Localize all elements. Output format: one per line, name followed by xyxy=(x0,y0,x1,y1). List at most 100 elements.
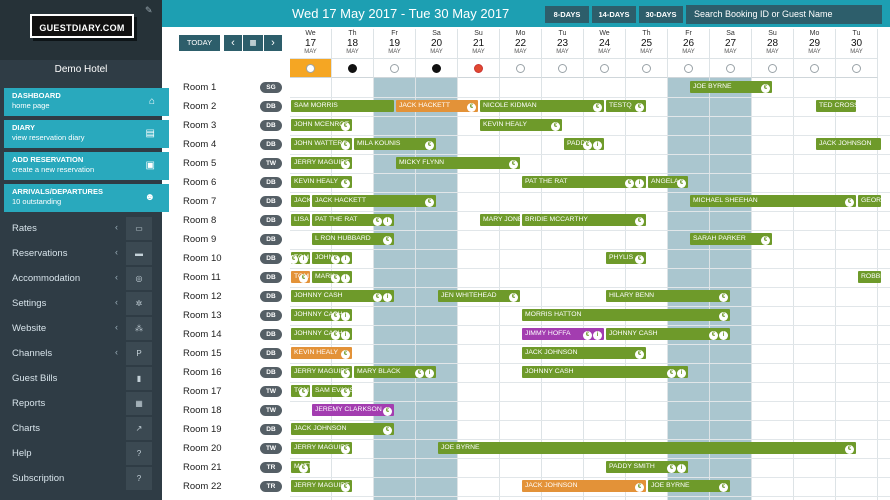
quick-link-add-reservation[interactable]: ADD RESERVATION create a new reservation ▣ xyxy=(4,152,169,180)
booking-bar[interactable]: PAT THE RAT € i xyxy=(522,176,646,188)
booking-bar[interactable]: SARAH PARKER € xyxy=(690,233,772,245)
booking-bar[interactable]: JOHN MCENROE € xyxy=(291,119,352,131)
booking-bar[interactable]: PAT THE RAT € i xyxy=(312,214,394,226)
booking-bar[interactable]: JOE BYRNE € xyxy=(648,480,730,492)
booking-bar[interactable]: KEVIN HEALY € xyxy=(480,119,562,131)
booking-bar[interactable]: JOHNNY CASH € i xyxy=(291,309,352,321)
range-8-days-button[interactable]: 8-DAYS xyxy=(545,6,589,23)
range-30-days-button[interactable]: 30-DAYS xyxy=(639,6,683,23)
booking-bar[interactable]: TOM€i xyxy=(291,252,310,264)
quick-link-diary[interactable]: DIARY view reservation diary ▤ xyxy=(4,120,169,148)
availability-cell[interactable] xyxy=(794,59,836,78)
booking-bar[interactable]: MARY BLACK € i xyxy=(354,366,436,378)
booking-bar[interactable]: SAM EVANS € xyxy=(312,385,352,397)
pin-icon[interactable]: ✎ xyxy=(145,5,153,15)
availability-cell[interactable] xyxy=(752,59,794,78)
booking-bar[interactable]: MICHAEL SHEEHAN € xyxy=(690,195,856,207)
availability-cell[interactable] xyxy=(458,59,500,78)
nav-item-website[interactable]: Website ‹ ⁂ xyxy=(0,316,162,341)
nav-item-help[interactable]: Help? xyxy=(0,441,162,466)
booking-bar[interactable]: MATT€ xyxy=(291,461,310,473)
room-name[interactable]: Room 21 xyxy=(183,462,222,473)
booking-bar[interactable]: TOM€ xyxy=(291,385,310,397)
availability-cell[interactable] xyxy=(710,59,752,78)
booking-bar[interactable]: MORRIS HATTON € xyxy=(522,309,730,321)
booking-bar[interactable]: ANGELA € xyxy=(648,176,688,188)
nav-item-channels[interactable]: Channels ‹ P xyxy=(0,341,162,366)
availability-cell[interactable] xyxy=(500,59,542,78)
booking-bar[interactable]: L RON HUBBARD € xyxy=(312,233,394,245)
availability-cell[interactable] xyxy=(290,59,332,78)
room-name[interactable]: Room 15 xyxy=(183,348,222,359)
nav-item-charts[interactable]: Charts ↗ xyxy=(0,416,162,441)
booking-bar[interactable]: PADDY SMITH € i xyxy=(606,461,688,473)
availability-cell[interactable] xyxy=(836,59,878,78)
booking-bar[interactable]: JERRY MAGUIRE € xyxy=(291,442,352,454)
booking-bar[interactable]: MICKY FLYNN € xyxy=(396,157,520,169)
nav-item-subscription[interactable]: Subscription? xyxy=(0,466,162,491)
booking-bar[interactable]: JOE BYRNE € xyxy=(438,442,856,454)
booking-bar[interactable]: JACK HACKETT € xyxy=(396,100,478,112)
availability-cell[interactable] xyxy=(668,59,710,78)
booking-bar[interactable]: PHYLIS € xyxy=(606,252,646,264)
room-name[interactable]: Room 3 xyxy=(183,120,217,131)
room-name[interactable]: Room 5 xyxy=(183,158,217,169)
booking-bar[interactable]: JEN WHITEHEAD € xyxy=(438,290,520,302)
booking-bar[interactable]: LISA xyxy=(291,214,310,226)
booking-bar[interactable]: GEORGE xyxy=(858,195,882,207)
quick-link-arrivals-departures[interactable]: ARRIVALS/DEPARTURES 10 outstanding ☻ xyxy=(4,184,169,212)
nav-item-accommodation[interactable]: Accommodation ‹ ◎ xyxy=(0,266,162,291)
booking-bar[interactable]: ROBBIE xyxy=(858,271,882,283)
booking-bar[interactable]: JACK JOHNSON € xyxy=(522,480,646,492)
room-name[interactable]: Room 14 xyxy=(183,329,222,340)
booking-bar[interactable]: JACK xyxy=(291,195,310,207)
calendar-icon[interactable]: ▦ xyxy=(243,35,263,51)
room-name[interactable]: Room 4 xyxy=(183,139,217,150)
booking-bar[interactable]: MILA KOUNIS € xyxy=(354,138,436,150)
availability-cell[interactable] xyxy=(626,59,668,78)
search-input[interactable]: Search Booking ID or Guest Name xyxy=(686,5,882,24)
booking-bar[interactable]: JEREMY CLARKSON € xyxy=(312,404,394,416)
booking-bar[interactable]: KEVIN HEALY € xyxy=(291,176,352,188)
booking-bar[interactable]: JERRY MAGUIRE € xyxy=(291,157,352,169)
room-name[interactable]: Room 9 xyxy=(183,234,217,245)
booking-bar[interactable]: JOE BYRNE € xyxy=(690,81,772,93)
booking-bar[interactable]: PADDY € i xyxy=(564,138,604,150)
booking-bar[interactable]: JOHNNY CASH € i xyxy=(291,328,352,340)
quick-link-dashboard[interactable]: DASHBOARD home page ⌂ xyxy=(4,88,169,116)
booking-bar[interactable]: BRIDIE MCCARTHY € xyxy=(522,214,646,226)
booking-bar[interactable]: JOHNNY CASH € i xyxy=(606,328,730,340)
room-name[interactable]: Room 19 xyxy=(183,424,222,435)
room-name[interactable]: Room 17 xyxy=(183,386,222,397)
room-name[interactable]: Room 20 xyxy=(183,443,222,454)
room-name[interactable]: Room 7 xyxy=(183,196,217,207)
booking-bar[interactable]: TESTQ € xyxy=(606,100,646,112)
booking-bar[interactable]: TED CROSS xyxy=(816,100,856,112)
room-name[interactable]: Room 11 xyxy=(183,272,221,283)
prev-arrow-icon[interactable]: ‹ xyxy=(224,35,242,51)
availability-cell[interactable] xyxy=(374,59,416,78)
booking-bar[interactable]: KEVIN HEALY € xyxy=(291,347,352,359)
booking-bar[interactable]: JOHNNY CASH € i xyxy=(291,290,394,302)
booking-bar[interactable]: JOHNNY CASH € i xyxy=(522,366,688,378)
availability-cell[interactable] xyxy=(416,59,458,78)
availability-cell[interactable] xyxy=(584,59,626,78)
guestdiary-logo[interactable]: GUESTDIARY.COM xyxy=(30,14,134,38)
room-name[interactable]: Room 18 xyxy=(183,405,222,416)
booking-bar[interactable]: JERRY MAGUIRE € xyxy=(291,480,352,492)
nav-item-rates[interactable]: Rates ‹ ▭ xyxy=(0,216,162,241)
room-name[interactable]: Room 1 xyxy=(183,82,217,93)
booking-bar[interactable]: JOHN € i xyxy=(312,252,352,264)
booking-bar[interactable]: JACK JOHNSON xyxy=(816,138,882,150)
booking-bar[interactable]: JACK JOHNSON € xyxy=(291,423,394,435)
room-name[interactable]: Room 8 xyxy=(183,215,217,226)
room-name[interactable]: Room 16 xyxy=(183,367,222,378)
booking-bar[interactable]: MARK € i xyxy=(312,271,352,283)
room-name[interactable]: Room 12 xyxy=(183,291,222,302)
nav-item-settings[interactable]: Settings ‹ ✲ xyxy=(0,291,162,316)
room-name[interactable]: Room 22 xyxy=(183,481,222,492)
nav-item-reports[interactable]: Reports ▦ xyxy=(0,391,162,416)
today-button[interactable]: TODAY xyxy=(179,35,220,51)
booking-bar[interactable]: MARY JONES xyxy=(480,214,520,226)
nav-item-guest-bills[interactable]: Guest Bills ▮ xyxy=(0,366,162,391)
